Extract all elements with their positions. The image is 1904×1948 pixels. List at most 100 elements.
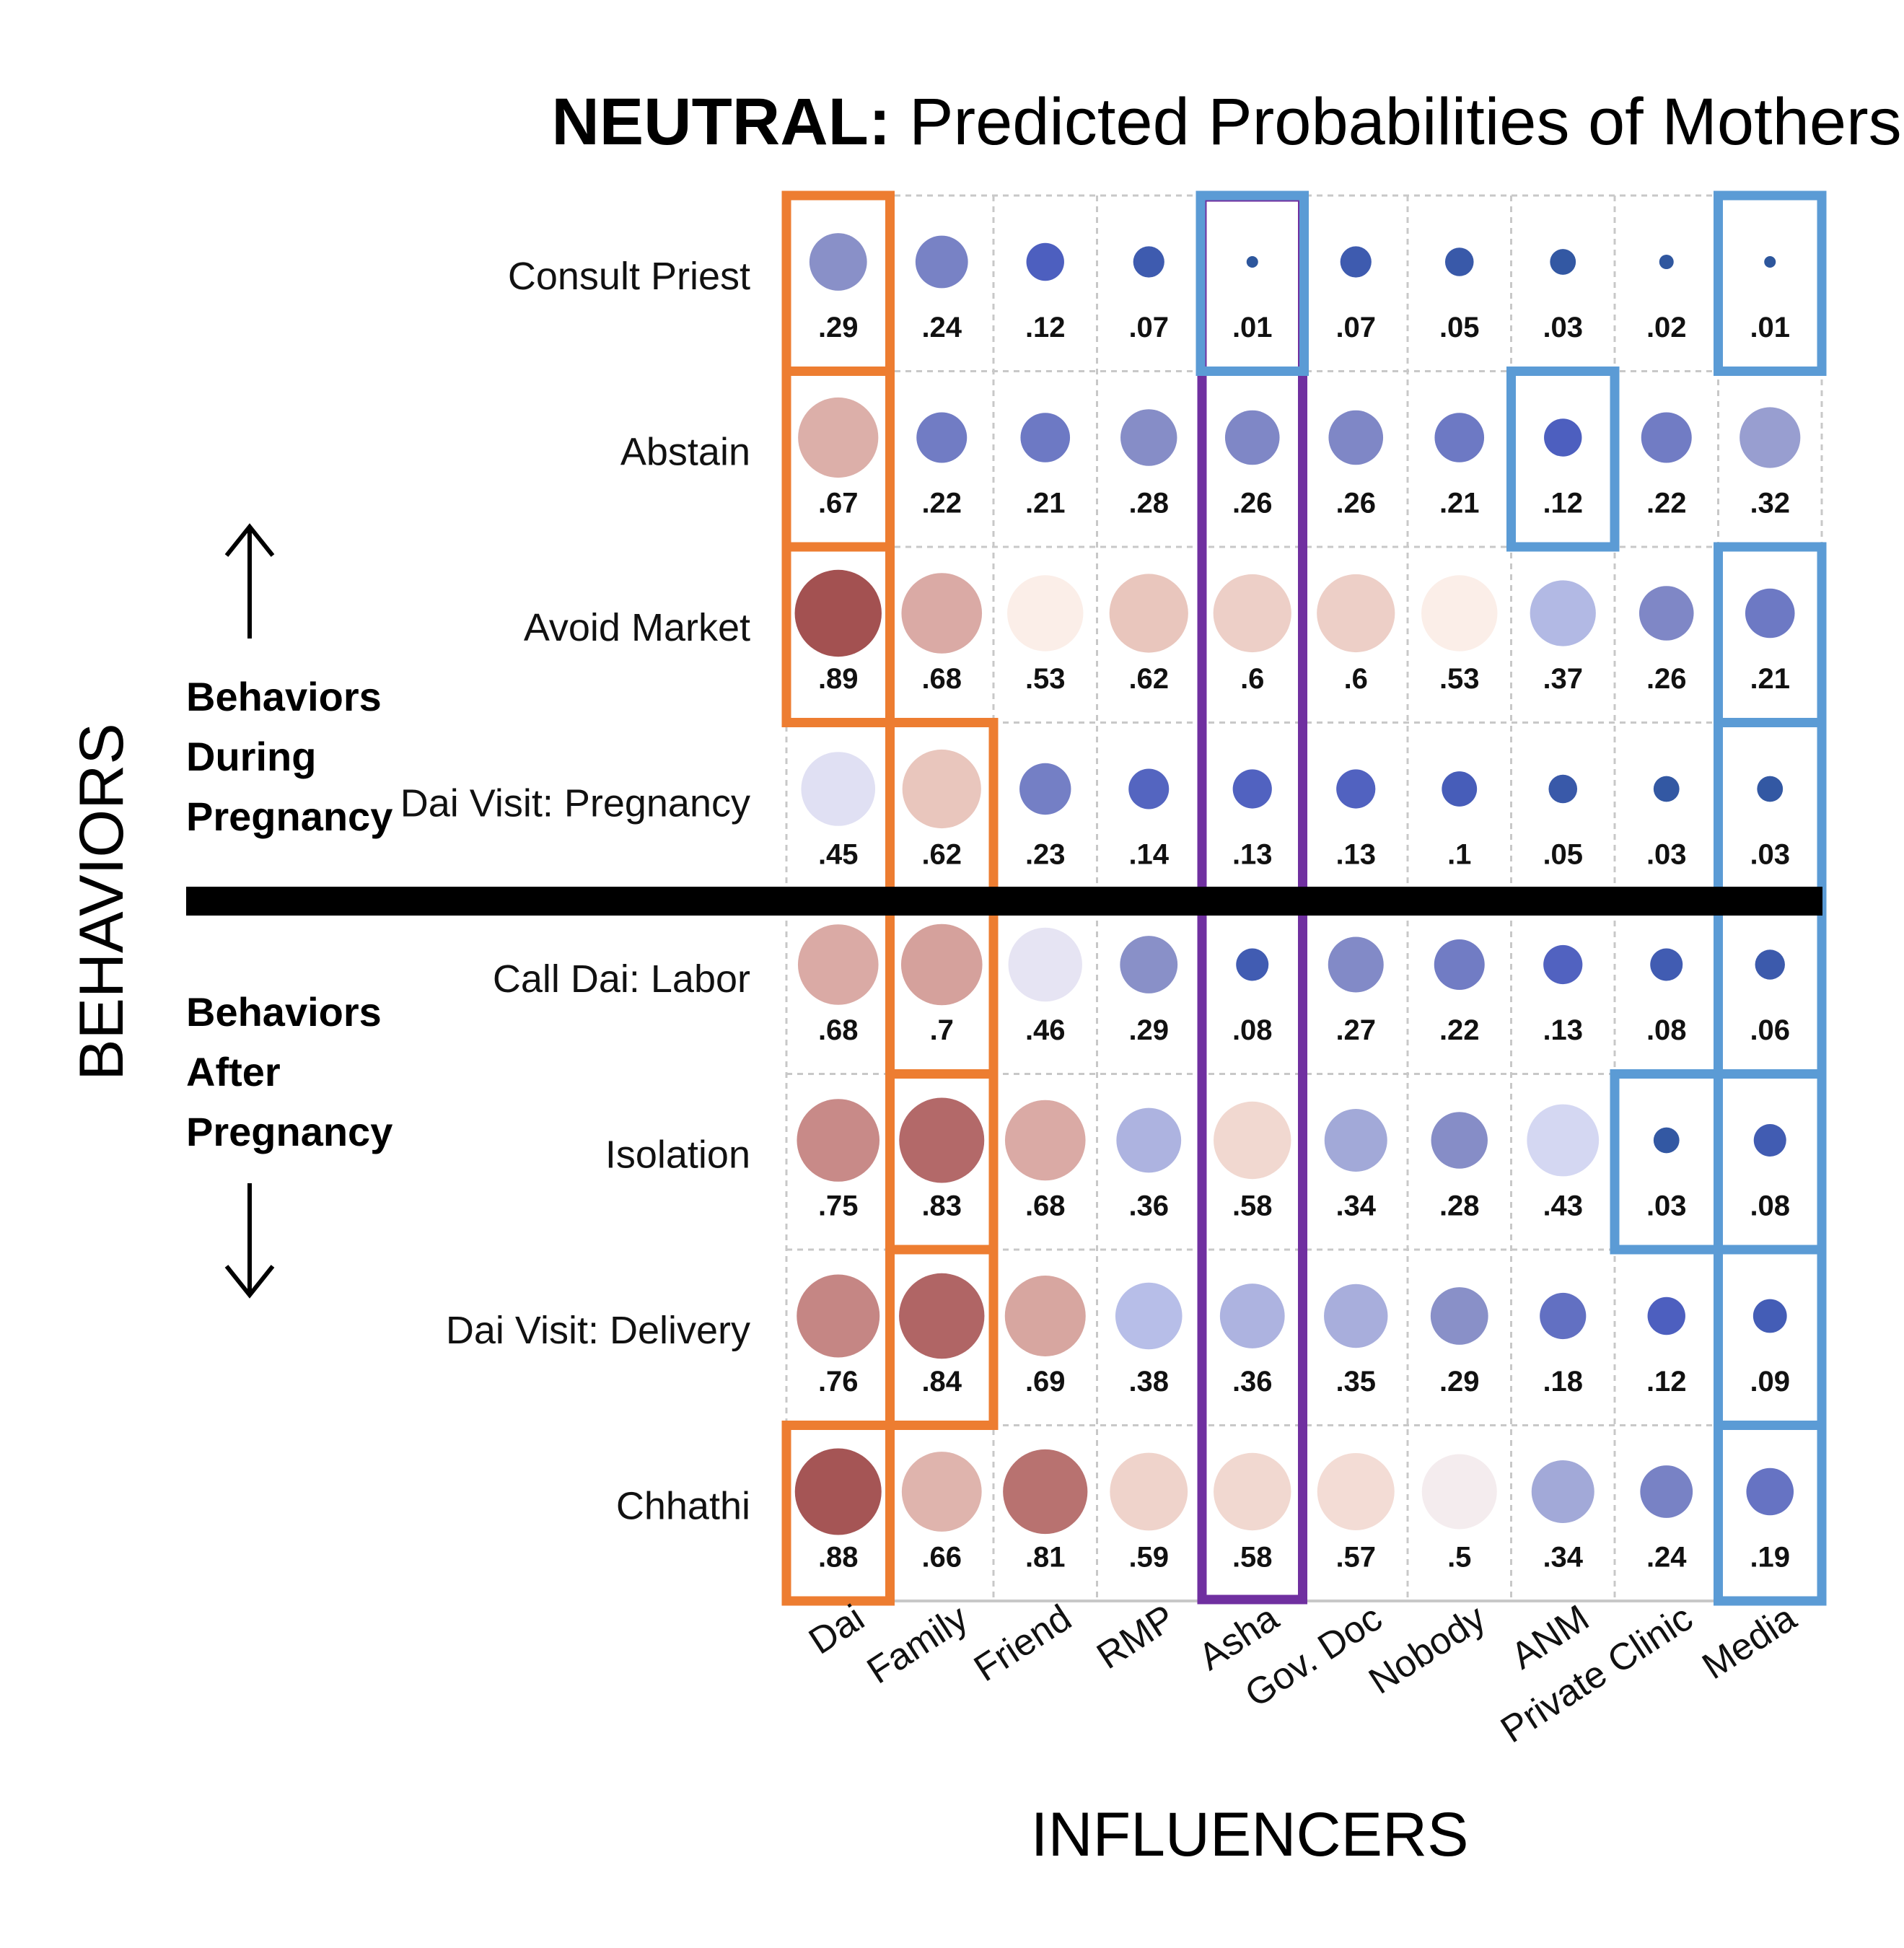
value-label: .06 bbox=[1750, 1014, 1790, 1046]
bubble bbox=[1753, 1124, 1786, 1157]
value-label: .27 bbox=[1335, 1014, 1376, 1046]
value-label: .75 bbox=[818, 1190, 859, 1222]
bubble bbox=[801, 752, 876, 826]
value-label: .37 bbox=[1543, 663, 1583, 695]
highlight-box-orange bbox=[781, 1421, 895, 1606]
value-label: .05 bbox=[1439, 312, 1480, 343]
group-during-pregnancy: Behaviors During Pregnancy bbox=[186, 674, 392, 839]
column-label: Media bbox=[1695, 1597, 1803, 1688]
bubble bbox=[1115, 1282, 1183, 1350]
bubble bbox=[1757, 776, 1784, 802]
bubble bbox=[1647, 1297, 1685, 1335]
group-during-line-2: During bbox=[186, 734, 316, 779]
title-rest: Predicted Probabilities of Mothers bbox=[891, 85, 1902, 159]
value-label: .46 bbox=[1025, 1014, 1066, 1046]
row-label: Isolation bbox=[605, 1133, 750, 1177]
bubble bbox=[902, 749, 981, 829]
bubble bbox=[797, 1099, 880, 1182]
value-label: .84 bbox=[921, 1366, 962, 1398]
value-label: .13 bbox=[1232, 839, 1273, 871]
group-during-line-3: Pregnancy bbox=[186, 794, 392, 839]
bubble bbox=[1543, 944, 1583, 985]
bubble bbox=[1109, 574, 1188, 653]
bubble bbox=[1653, 1127, 1680, 1154]
value-label: .29 bbox=[1128, 1014, 1169, 1046]
value-label: .69 bbox=[1025, 1366, 1066, 1398]
bubble bbox=[1020, 413, 1071, 462]
value-label: .19 bbox=[1750, 1542, 1790, 1574]
bubble bbox=[1219, 1284, 1285, 1348]
row-label: Abstain bbox=[620, 431, 750, 474]
group-after-line-2: After bbox=[186, 1049, 281, 1094]
highlight-box-blue bbox=[1196, 190, 1309, 376]
value-label: .12 bbox=[1543, 488, 1583, 519]
bubble bbox=[1110, 1452, 1188, 1531]
bubble bbox=[1745, 588, 1795, 639]
column-label: Nobody bbox=[1361, 1597, 1493, 1702]
bubble bbox=[1003, 1449, 1088, 1535]
value-label: .6 bbox=[1240, 663, 1264, 695]
value-label: .68 bbox=[921, 663, 962, 695]
bubble bbox=[798, 397, 879, 478]
value-label: .28 bbox=[1439, 1190, 1480, 1222]
bubble bbox=[1540, 1292, 1587, 1340]
value-label: .08 bbox=[1750, 1190, 1790, 1222]
value-label: .34 bbox=[1335, 1190, 1376, 1222]
value-label: .76 bbox=[818, 1366, 859, 1398]
value-label: .24 bbox=[1646, 1542, 1687, 1574]
bubble bbox=[1224, 410, 1280, 465]
value-label: .45 bbox=[818, 839, 859, 871]
bubble bbox=[1133, 246, 1164, 278]
bubble bbox=[794, 1448, 882, 1535]
value-label: .29 bbox=[818, 312, 859, 343]
row-label: Call Dai: Labor bbox=[493, 957, 750, 1001]
down-arrow-icon bbox=[224, 1183, 275, 1299]
value-label: .13 bbox=[1543, 1014, 1583, 1046]
row-label: Dai Visit: Delivery bbox=[446, 1309, 750, 1352]
value-label: .36 bbox=[1128, 1190, 1169, 1222]
bubble bbox=[901, 573, 983, 654]
row-label: Avoid Market bbox=[524, 606, 750, 649]
value-label: .62 bbox=[921, 839, 962, 871]
bubble bbox=[1019, 763, 1071, 815]
value-label: .81 bbox=[1025, 1542, 1066, 1574]
bubble bbox=[1442, 771, 1478, 807]
value-label: .21 bbox=[1750, 663, 1790, 695]
title-bold: NEUTRAL: bbox=[551, 85, 890, 159]
bubble bbox=[1550, 249, 1576, 275]
bubble bbox=[1004, 1276, 1086, 1356]
value-label: .58 bbox=[1232, 1542, 1273, 1574]
row-label: Dai Visit: Pregnancy bbox=[400, 782, 750, 825]
bubble bbox=[1638, 586, 1694, 641]
up-arrow-icon bbox=[224, 523, 275, 639]
bubble bbox=[1430, 1287, 1488, 1345]
bubble bbox=[1324, 1284, 1388, 1348]
bubble bbox=[1531, 1460, 1594, 1523]
highlight-box-blue bbox=[1714, 1421, 1827, 1606]
bubble bbox=[1317, 574, 1395, 653]
pregnancy-divider bbox=[186, 887, 1822, 916]
bubble bbox=[1008, 927, 1082, 1002]
value-label: .68 bbox=[818, 1014, 859, 1046]
value-label: .26 bbox=[1232, 488, 1273, 519]
value-label: .08 bbox=[1232, 1014, 1273, 1046]
bubble bbox=[1752, 1299, 1787, 1333]
bubble bbox=[794, 569, 882, 657]
highlight-box-blue bbox=[1506, 367, 1620, 552]
value-label: .67 bbox=[818, 488, 859, 519]
value-label: .13 bbox=[1335, 839, 1376, 871]
bubble bbox=[1128, 768, 1170, 810]
value-label: .24 bbox=[921, 312, 962, 343]
column-label: RMP bbox=[1089, 1597, 1183, 1677]
bubble bbox=[1746, 1467, 1794, 1516]
value-label: .22 bbox=[1646, 488, 1687, 519]
value-label: .21 bbox=[1439, 488, 1480, 519]
bubble bbox=[1755, 949, 1785, 980]
value-label: .21 bbox=[1025, 488, 1066, 519]
group-after-line-3: Pregnancy bbox=[186, 1109, 392, 1154]
bubble bbox=[1764, 256, 1776, 268]
bubble bbox=[1214, 1101, 1291, 1180]
value-label: .38 bbox=[1128, 1366, 1169, 1398]
value-label: .66 bbox=[921, 1542, 962, 1574]
